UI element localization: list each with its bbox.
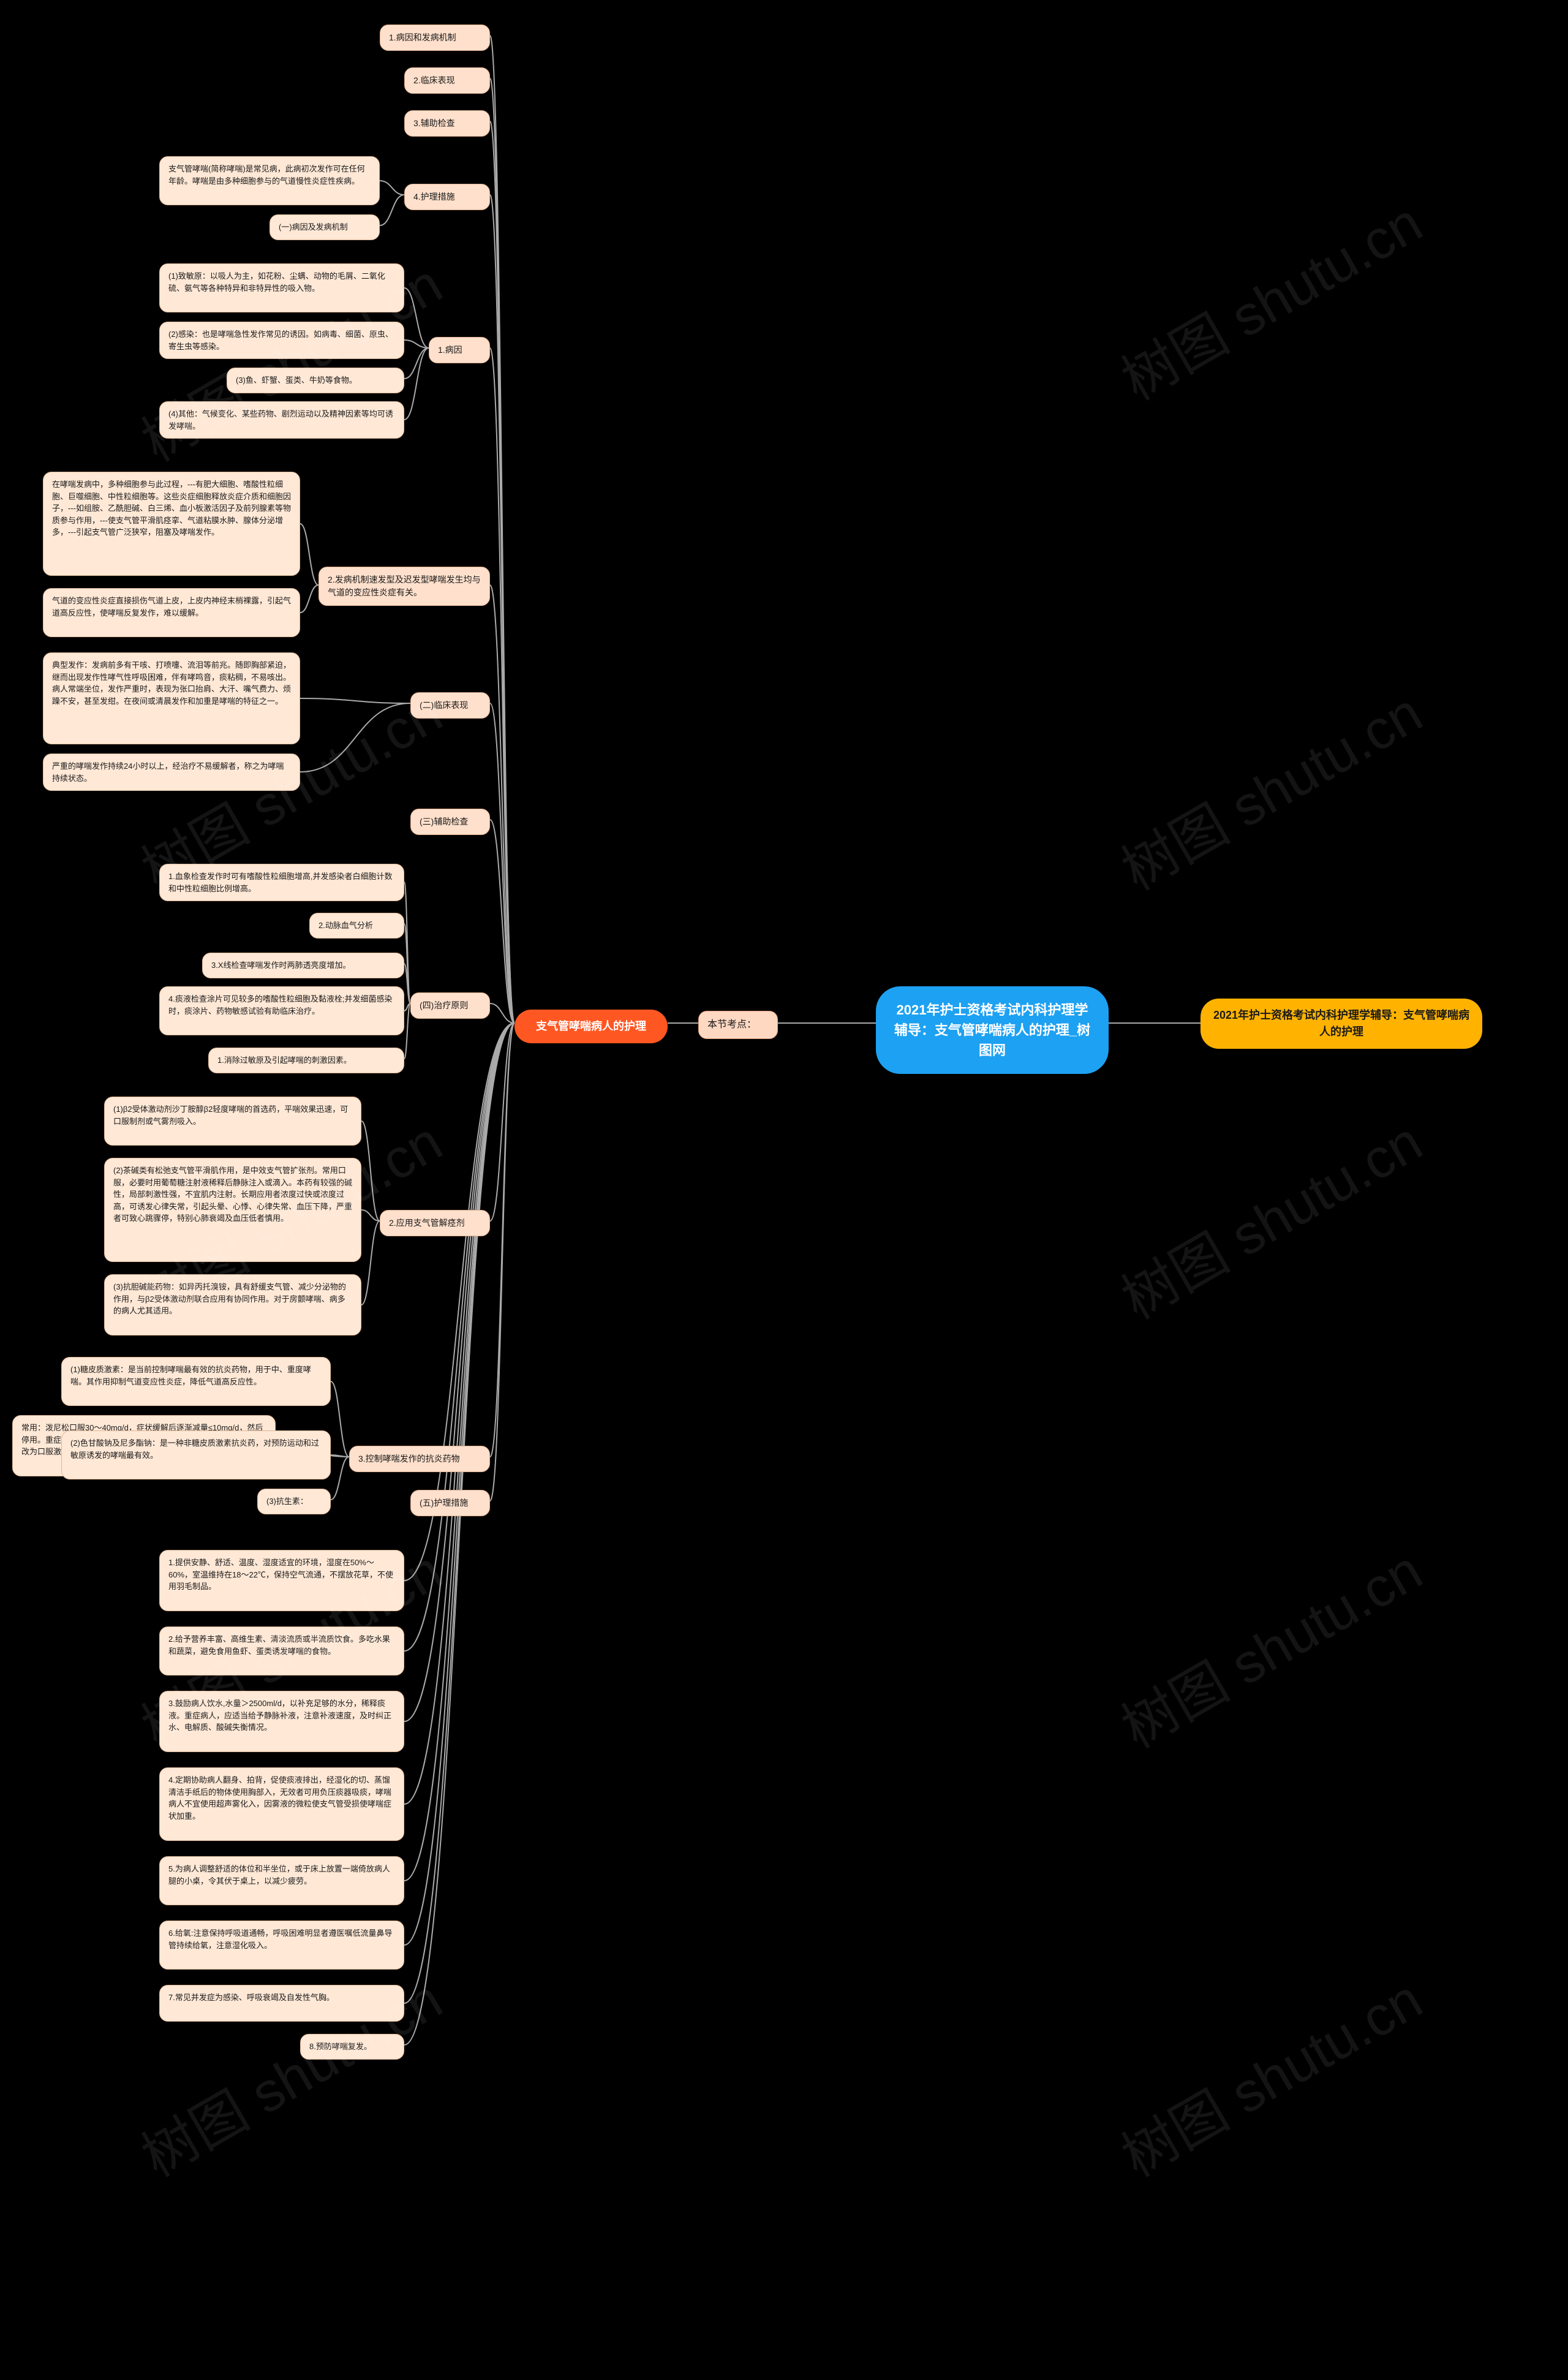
connector [404, 1023, 514, 1721]
node-fb1[interactable]: 在哮喘发病中，多种细胞参与此过程，---有肥大细胞、嗜酸性粒细胞、巨噬细胞、中性… [43, 472, 300, 576]
node-root[interactable]: 2021年护士资格考试内科护理学辅导：支气管哮喘病人的护理_树图网 [876, 986, 1109, 1074]
connector [404, 1003, 410, 1011]
node-hl7[interactable]: 7.常见并发症为感染、呼吸衰竭及自发性气胸。 [159, 1985, 404, 2022]
node-hl1[interactable]: 1.提供安静、舒适、温度、湿度适宜的环境，湿度在50%～60%，室温维持在18～… [159, 1550, 404, 1611]
watermark: 树图 shutu.cn [1105, 1098, 1434, 1334]
node-kz[interactable]: 3.控制哮喘发作的抗炎药物 [349, 1446, 490, 1472]
connector [490, 78, 514, 1023]
node-lc2[interactable]: 严重的哮喘发作持续24小时以上，经治疗不易缓解者，称之为哮喘持续状态。 [43, 754, 300, 791]
connector [404, 924, 410, 1003]
node-fb2[interactable]: 气道的变应性炎症直接损伤气道上皮，上皮内神经末梢裸露，引起气道高反应性，使哮喘反… [43, 588, 300, 637]
connector [380, 181, 404, 195]
node-zl5[interactable]: 1.消除过敏原及引起哮喘的刺激因素。 [208, 1048, 404, 1073]
node-by2[interactable]: (2)感染：也是哮喘急性发作常见的诱因。如病毒、细菌、原虫、寄生虫等感染。 [159, 322, 404, 359]
node-hl2[interactable]: 2.给予营养丰富、高维生素、清淡流质或半流质饮食。多吃水果和蔬菜，避免食用鱼虾、… [159, 1626, 404, 1675]
node-zl3[interactable]: 3.X线检查哮喘发作时两肺透亮度增加。 [202, 953, 404, 978]
node-hl3[interactable]: 3.鼓励病人饮水,水量＞2500ml/d，以补充足够的水分，稀释痰液。重症病人，… [159, 1691, 404, 1752]
node-kd4_b[interactable]: (一)病因及发病机制 [270, 214, 380, 240]
connector [404, 882, 410, 1003]
connector [404, 964, 410, 1003]
node-zl4[interactable]: 4.痰液检查涂片可见较多的嗜酸性粒细胞及黏液栓;并发细菌感染时，痰涂片、药物敏感… [159, 986, 404, 1035]
node-hl[interactable]: (五)护理措施 [410, 1490, 490, 1516]
connector [490, 703, 514, 1023]
node-lc[interactable]: (二)临床表现 [410, 692, 490, 719]
connector [404, 348, 429, 379]
node-kd1[interactable]: 1.病因和发病机制 [380, 25, 490, 51]
node-kd4[interactable]: 4.护理措施 [404, 184, 490, 210]
connector [404, 1023, 514, 1945]
node-zl1[interactable]: 1.血象检查发作时可有嗜酸性粒细胞增高,并发感染者白细胞计数和中性粒细胞比例增高… [159, 864, 404, 901]
connector [404, 288, 429, 348]
node-hl4[interactable]: 4.定期协助病人翻身、拍背，促使痰液排出，经湿化的切、蒸馏清洁手纸后的物体使用胸… [159, 1767, 404, 1841]
connector [490, 36, 514, 1023]
connector [404, 340, 429, 348]
mindmap-canvas: 2021年护士资格考试内科护理学辅导：支气管哮喘病人的护理_树图网 2021年护士… [0, 0, 1568, 2380]
node-yy2[interactable]: (2)茶碱类有松弛支气管平滑肌作用，是中效支气管扩张剂。常用口服，必要时用葡萄糖… [104, 1158, 361, 1262]
node-fb[interactable]: 2.发病机制速发型及迟发型哮喘发生均与气道的变应性炎症有关。 [318, 567, 490, 606]
connector [490, 348, 514, 1023]
connector [404, 1023, 514, 2045]
connector [404, 1003, 410, 1059]
connector [490, 820, 514, 1023]
node-hl5[interactable]: 5.为病人调整舒适的体位和半坐位，或于床上放置一端倚放病人腿的小桌，令其伏于桌上… [159, 1856, 404, 1905]
connector [404, 1023, 514, 1804]
node-left1[interactable]: 支气管哮喘病人的护理 [514, 1010, 668, 1043]
connector [331, 1381, 349, 1457]
node-by[interactable]: 1.病因 [429, 337, 490, 363]
watermark: 树图 shutu.cn [1105, 1527, 1434, 1762]
node-kz2[interactable]: (2)色甘酸钠及尼多酯钠：是一种非糖皮质激素抗炎药，对预防运动和过敏原诱发的哮喘… [61, 1430, 331, 1479]
connector [361, 1221, 380, 1305]
connector [300, 524, 318, 585]
connector [490, 195, 514, 1023]
node-hl8[interactable]: 8.预防哮喘复发。 [300, 2034, 404, 2060]
node-yy3[interactable]: (3)抗胆碱能药物：如异丙托溴铵，具有舒缓支气管、减少分泌物的作用，与β2受体激… [104, 1274, 361, 1335]
node-kd4_a[interactable]: 支气管哮喘(简称哮喘)是常见病，此病初次发作可在任何年龄。哮喘是由多种细胞参与的… [159, 156, 380, 205]
connector [300, 698, 410, 703]
node-lc1[interactable]: 典型发作：发病前多有干咳、打喷嚏、流泪等前兆。随即胸部紧迫，继而出现发作性哮气性… [43, 652, 300, 744]
connector [490, 1023, 514, 1501]
node-yy1[interactable]: (1)β2受体激动剂沙丁胺醇β2轻度哮喘的首选药，平喘效果迅速，可口服制剂或气雾… [104, 1097, 361, 1146]
connector [490, 1023, 514, 1457]
connector [331, 1455, 349, 1457]
node-by3[interactable]: (3)鱼、虾蟹、蛋类、牛奶等食物。 [227, 368, 404, 393]
connector [404, 1023, 514, 1651]
node-kz3[interactable]: (3)抗生素： [257, 1489, 331, 1514]
node-kd2[interactable]: 2.临床表现 [404, 67, 490, 94]
connector [331, 1457, 349, 1500]
connector [380, 195, 404, 225]
node-ben[interactable]: 本节考点： [698, 1011, 778, 1039]
watermark: 树图 shutu.cn [1105, 1955, 1434, 2191]
connector [361, 1210, 380, 1221]
connector [300, 703, 410, 772]
connector [300, 585, 318, 613]
watermark: 树图 shutu.cn [1105, 669, 1434, 905]
node-by1[interactable]: (1)致敏原：以吸人为主，如花粉、尘螨、动物的毛屑、二氧化硫、氨气等各种特异和非… [159, 263, 404, 312]
connector [490, 585, 514, 1023]
connector [404, 348, 429, 420]
node-hl6[interactable]: 6.给氧:注意保持呼吸道通畅，呼吸困难明显者遵医嘱低流量鼻导管持续给氧，注意湿化… [159, 1921, 404, 1970]
node-zl2[interactable]: 2.动脉血气分析 [309, 913, 404, 939]
connector [490, 121, 514, 1023]
node-fz[interactable]: (三)辅助检查 [410, 809, 490, 835]
node-zl[interactable]: (四)治疗原则 [410, 992, 490, 1019]
node-right1[interactable]: 2021年护士资格考试内科护理学辅导：支气管哮喘病人的护理 [1200, 999, 1482, 1049]
connector [490, 1023, 514, 1221]
connector [361, 1121, 380, 1221]
node-by4[interactable]: (4)其他：气候变化、某些药物、剧烈运动以及精神因素等均可诱发哮喘。 [159, 401, 404, 439]
node-kz1[interactable]: (1)糖皮质激素：是当前控制哮喘最有效的抗炎药物，用于中、重度哮喘。其作用抑制气… [61, 1357, 331, 1406]
node-yy[interactable]: 2.应用支气管解痉剂 [380, 1210, 490, 1236]
watermark: 树图 shutu.cn [1105, 179, 1434, 415]
connector [490, 1003, 514, 1023]
node-kd3[interactable]: 3.辅助检查 [404, 110, 490, 137]
